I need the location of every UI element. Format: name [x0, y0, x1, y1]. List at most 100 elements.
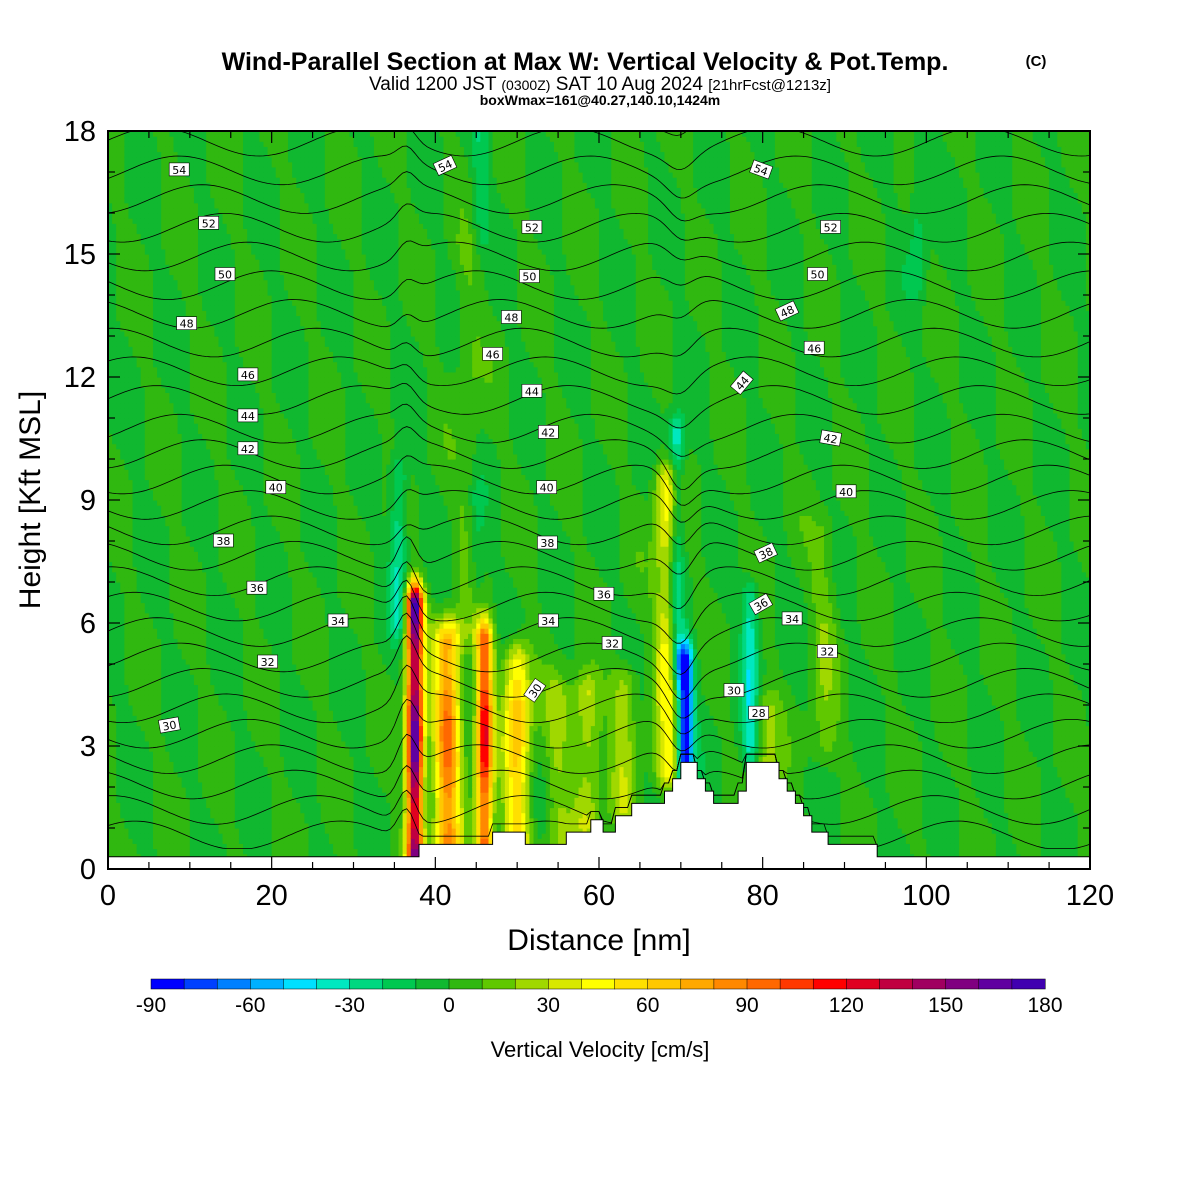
field-cell: [206, 469, 211, 475]
field-cell: [124, 638, 130, 645]
field-cell: [210, 848, 215, 855]
field-cell: [243, 423, 248, 429]
field-cell: [222, 341, 228, 347]
field-cell: [243, 679, 248, 686]
field-cell: [202, 561, 207, 568]
field-cell: [189, 612, 195, 619]
field-cell: [124, 484, 130, 491]
field-cell: [120, 720, 125, 727]
field-cell: [124, 751, 130, 757]
field-cell: [140, 822, 146, 829]
field-cell: [222, 623, 228, 629]
field-cell: [140, 679, 146, 686]
field-cell: [210, 479, 215, 486]
field-cell: [238, 228, 244, 235]
field-cell: [230, 305, 236, 311]
field-cell: [218, 443, 224, 450]
field-cell: [193, 295, 199, 301]
field-cell: [226, 679, 232, 686]
field-cell: [169, 694, 175, 701]
field-cell: [234, 679, 240, 686]
field-cell: [238, 325, 244, 332]
field-cell: [148, 602, 154, 609]
field-cell: [153, 710, 158, 716]
field-cell: [153, 412, 158, 419]
field-cell: [165, 828, 170, 834]
field-cell: [173, 469, 179, 475]
field-cell: [185, 607, 191, 614]
field-cell: [218, 136, 224, 142]
field-cell: [189, 161, 195, 168]
field-cell: [132, 787, 138, 793]
field-cell: [243, 602, 248, 609]
field-cell: [202, 710, 207, 716]
field-cell: [148, 484, 154, 491]
field-cell: [222, 638, 228, 645]
field-cell: [128, 797, 134, 803]
field-cell: [161, 761, 166, 768]
field-cell: [140, 510, 146, 516]
field-cell: [189, 838, 195, 844]
field-cell: [140, 310, 146, 317]
field-cell: [181, 664, 187, 670]
field-cell: [230, 787, 236, 793]
field-cell: [161, 428, 166, 434]
field-cell: [193, 689, 199, 696]
field-cell: [173, 474, 179, 481]
field-cell: [112, 418, 117, 424]
field-cell: [214, 187, 220, 194]
forecast-info: [21hrFcst@1213z]: [708, 77, 831, 94]
field-cell: [198, 346, 203, 352]
field-cell: [108, 576, 113, 583]
field-cell: [234, 848, 240, 855]
field-cell: [181, 807, 187, 814]
field-cell: [210, 751, 215, 757]
field-cell: [161, 607, 166, 614]
field-cell: [157, 715, 162, 721]
field-cell: [214, 484, 220, 491]
field-cell: [230, 336, 236, 342]
field-cell: [173, 710, 179, 716]
field-cell: [181, 674, 187, 680]
field-cell: [234, 494, 240, 501]
field-cell: [230, 582, 236, 588]
field-cell: [193, 551, 199, 557]
field-cell: [140, 197, 146, 204]
field-cell: [144, 156, 150, 163]
field-cell: [157, 710, 162, 716]
field-cell: [218, 336, 224, 342]
field-cell: [177, 761, 183, 768]
field-cell: [140, 202, 146, 209]
field-cell: [206, 243, 211, 250]
field-cell: [173, 387, 179, 393]
field-cell: [181, 571, 187, 578]
field-cell: [198, 556, 203, 563]
field-cell: [128, 571, 134, 578]
field-cell: [140, 505, 146, 511]
field-cell: [120, 679, 125, 686]
field-cell: [108, 177, 113, 183]
field-cell: [210, 705, 215, 711]
field-cell: [132, 766, 138, 773]
field-cell: [157, 371, 162, 378]
field-cell: [173, 679, 179, 686]
field-cell: [193, 633, 199, 639]
field-cell: [226, 207, 232, 214]
field-cell: [218, 674, 224, 680]
field-cell: [193, 684, 199, 691]
field-cell: [136, 746, 142, 752]
field-cell: [202, 459, 207, 465]
field-cell: [185, 336, 191, 342]
field-cell: [247, 776, 252, 783]
field-cell: [140, 254, 146, 260]
field-cell: [132, 520, 138, 527]
field-cell: [120, 402, 125, 409]
field-cell: [173, 817, 179, 824]
field-cell: [116, 740, 121, 747]
field-cell: [140, 305, 146, 311]
field-cell: [198, 781, 203, 788]
field-cell: [132, 505, 138, 511]
field-cell: [189, 643, 195, 650]
field-cell: [189, 628, 195, 634]
field-cell: [136, 418, 142, 424]
